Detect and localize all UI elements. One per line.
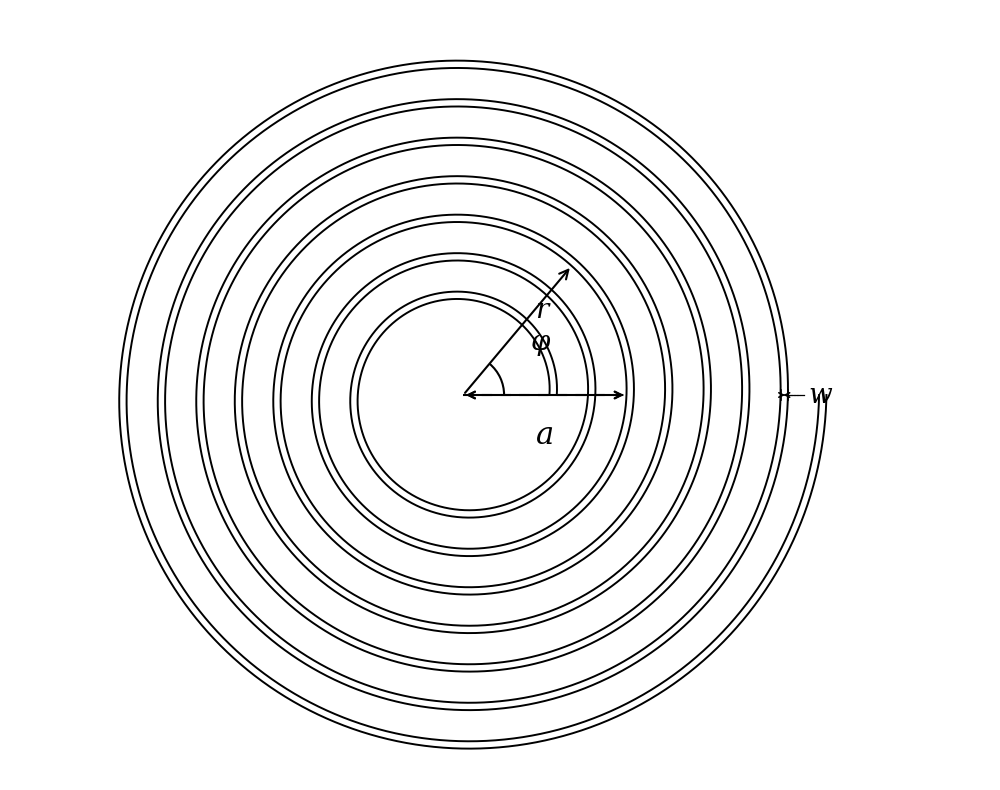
Text: a: a [536,419,554,450]
Text: w: w [808,382,832,408]
Text: φ: φ [530,329,550,356]
Text: r: r [535,297,548,324]
